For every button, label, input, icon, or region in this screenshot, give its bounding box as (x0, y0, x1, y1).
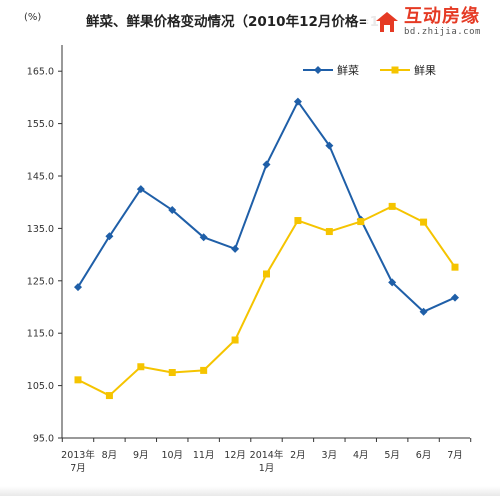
logo-name: 互动房缘 (404, 5, 480, 27)
legend-label: 鲜果 (414, 63, 436, 77)
y-tick-label: 165.0 (27, 67, 54, 78)
data-point-fruits (294, 217, 302, 225)
y-tick-label: 125.0 (27, 276, 54, 287)
x-tick-label: 8月 (102, 450, 118, 461)
legend-marker (391, 66, 399, 74)
legend-label: 鲜菜 (337, 63, 359, 77)
x-tick-label: 11月 (193, 450, 215, 461)
data-point-fruits (231, 336, 239, 344)
data-point-vegetables (451, 293, 459, 302)
data-point-vegetables (262, 160, 271, 169)
y-tick-label: 115.0 (27, 329, 54, 340)
data-point-vegetables (231, 244, 240, 253)
data-point-vegetables (168, 206, 177, 215)
x-tick-label: 12月 (224, 450, 246, 461)
data-point-fruits (74, 376, 82, 384)
y-tick-label: 145.0 (27, 172, 54, 183)
x-tick-label: 9月 (133, 450, 149, 461)
data-point-fruits (263, 270, 270, 278)
data-point-fruits (357, 218, 365, 226)
legend-marker (314, 66, 322, 74)
data-point-vegetables (105, 232, 114, 241)
x-tick-label: 5月 (384, 450, 400, 461)
y-tick-label: 155.0 (27, 119, 54, 130)
watermark-logo: 互动房缘 bd.zhijia.com (366, 0, 500, 44)
data-point-vegetables (136, 185, 145, 194)
data-point-fruits (168, 369, 176, 376)
house-logo-icon (376, 12, 398, 32)
data-point-vegetables (325, 141, 334, 150)
data-point-vegetables (419, 307, 428, 316)
data-point-vegetables (74, 283, 82, 292)
data-point-fruits (200, 366, 208, 374)
logo-url: bd.zhijia.com (404, 26, 481, 37)
x-tick-label: 6月 (416, 450, 432, 461)
data-point-fruits (420, 218, 428, 226)
x-tick-label: 2月 (290, 450, 306, 461)
x-tick-label: 1月 (259, 463, 275, 474)
data-point-fruits (451, 263, 459, 271)
data-point-fruits (105, 392, 113, 400)
x-tick-label: 7月 (447, 450, 463, 461)
data-point-fruits (325, 228, 333, 236)
x-tick-label: 7月 (70, 463, 86, 474)
series-line-fruits (77, 205, 456, 397)
chart-title: 鲜菜、鲜果价格变动情况（2010年12月价格=1 (86, 14, 380, 30)
x-tick-label: 4月 (353, 450, 369, 461)
series-line-vegetables (77, 100, 456, 313)
y-tick-label: 95.0 (33, 434, 54, 445)
data-point-vegetables (199, 233, 208, 242)
x-tick-label: 2013年 (61, 449, 95, 461)
x-tick-label: 10月 (161, 450, 183, 461)
x-tick-label: 2014年 (250, 449, 284, 461)
data-point-vegetables (293, 97, 302, 106)
data-point-fruits (137, 363, 145, 371)
y-tick-label: 135.0 (27, 224, 54, 235)
data-point-vegetables (388, 278, 397, 287)
x-tick-label: 3月 (322, 450, 338, 461)
y-axis-unit: (%) (24, 12, 42, 23)
y-tick-label: 105.0 (27, 381, 54, 392)
data-point-fruits (388, 202, 396, 210)
